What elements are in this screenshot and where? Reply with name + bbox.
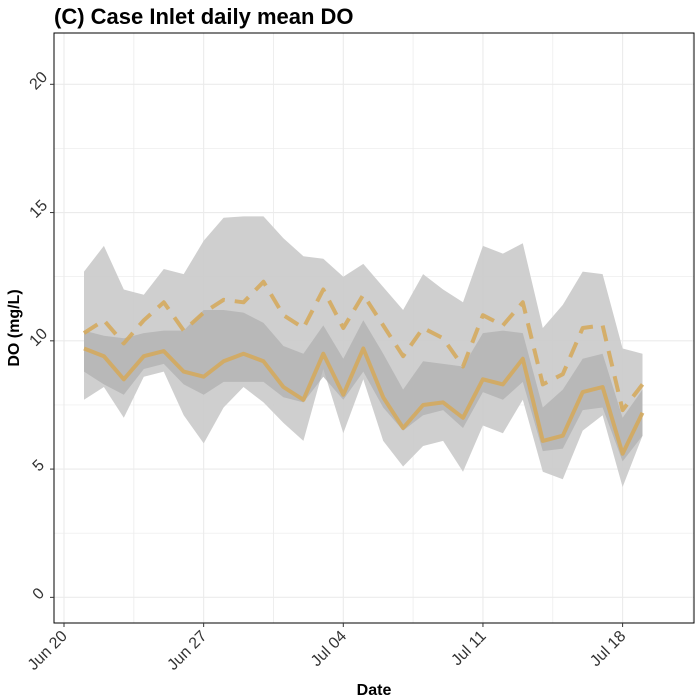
- y-tick-label: 20: [27, 69, 52, 94]
- x-tick-label: Jun 20: [25, 628, 71, 674]
- solid-series-line: [83, 346, 645, 456]
- y-axis-ticks: 0 5 10 15 20: [27, 69, 54, 603]
- x-tick-label: Jul 18: [587, 628, 629, 670]
- y-tick-label: 0: [30, 585, 48, 603]
- panel-border: [53, 32, 695, 624]
- x-axis-title: Date: [357, 682, 392, 699]
- y-tick-label: 10: [27, 325, 52, 350]
- series-lines: [82, 279, 645, 456]
- y-tick-label: 15: [27, 197, 52, 222]
- chart-title: (C) Case Inlet daily mean DO: [54, 4, 354, 29]
- x-axis-ticks: Jun 20 Jun 27 Jul 04 Jul 11 Jul 18: [25, 623, 629, 674]
- dashed-series-line: [82, 279, 645, 413]
- x-tick-label: Jul 04: [308, 628, 350, 670]
- inner-band: [84, 310, 643, 462]
- x-tick-label: Jul 11: [448, 628, 489, 669]
- y-tick-label: 5: [30, 457, 48, 475]
- y-axis-title: DO (mg/L): [6, 289, 23, 366]
- x-tick-label: Jun 27: [164, 628, 210, 674]
